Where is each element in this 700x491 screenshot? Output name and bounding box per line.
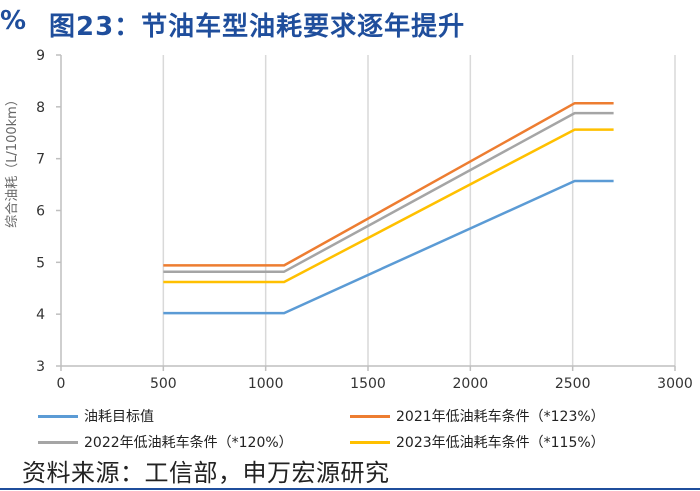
legend-swatch — [350, 414, 390, 418]
y-axis-label: 综合油耗（L/100km） — [5, 93, 20, 228]
series-layer — [163, 101, 614, 315]
legend-label: 2022年低油耗车条件（*120%） — [84, 435, 293, 451]
legend-item-2022: 2022年低油耗车条件（*120%） — [38, 432, 293, 452]
bottom-rule — [0, 488, 700, 490]
line-chart: 3 4 5 6 7 8 9 0 500 1000 1500 2000 2500 3000 综合油耗（L/1… — [5, 48, 693, 392]
axis-layer: 3 4 5 6 7 8 9 0 500 1000 1500 2000 2500 3000 — [36, 48, 693, 392]
legend-swatch — [38, 414, 78, 418]
y-tick-label: 3 — [36, 359, 45, 375]
y-tick-label: 8 — [36, 100, 45, 116]
y-tick-label: 5 — [36, 255, 45, 271]
series-line-1 — [163, 101, 614, 267]
source-note: 资料来源：工信部，申万宏源研究 — [22, 459, 390, 487]
legend-label: 油耗目标值 — [84, 409, 154, 425]
x-tick-label: 500 — [150, 376, 177, 392]
figure-marker: % — [0, 6, 27, 36]
x-tick-label: 2000 — [453, 376, 489, 392]
x-tick-label: 1500 — [350, 376, 386, 392]
x-tick-label: 3000 — [657, 376, 693, 392]
legend-swatch — [38, 440, 78, 444]
y-tick-label: 9 — [36, 48, 45, 64]
legend-label: 2023年低油耗车条件（*115%） — [396, 435, 605, 451]
y-tick-label: 4 — [36, 307, 45, 323]
x-tick-label: 2500 — [555, 376, 591, 392]
legend-item-target: 油耗目标值 — [38, 406, 154, 426]
series-line-2 — [163, 111, 614, 273]
series-line-3 — [163, 128, 614, 284]
page-title: 图23：节油车型油耗要求逐年提升 — [49, 12, 466, 42]
legend-item-2023: 2023年低油耗车条件（*115%） — [350, 432, 605, 452]
series-line-0 — [163, 179, 614, 315]
legend-label: 2021年低油耗车条件（*123%） — [396, 409, 605, 425]
y-tick-label: 7 — [36, 152, 45, 168]
x-tick-label: 0 — [57, 376, 66, 392]
figure-header: % 图23：节油车型油耗要求逐年提升 — [0, 0, 700, 44]
legend-item-2021: 2021年低油耗车条件（*123%） — [350, 406, 605, 426]
legend-swatch — [350, 440, 390, 444]
y-tick-label: 6 — [36, 204, 45, 220]
x-tick-label: 1000 — [248, 376, 284, 392]
